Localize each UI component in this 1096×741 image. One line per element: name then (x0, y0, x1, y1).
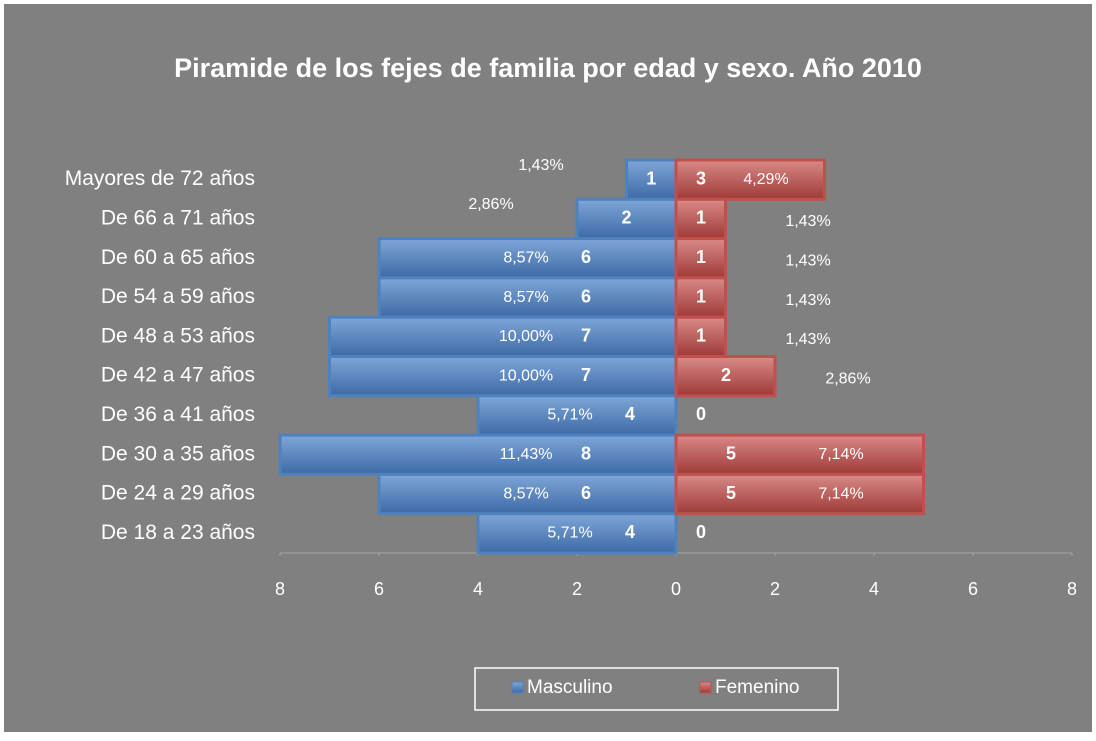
data-label: 0 (696, 404, 706, 424)
legend-marker (511, 681, 524, 694)
bar (674, 433, 925, 476)
percent-label: 5,71% (547, 407, 592, 424)
bar (674, 158, 826, 201)
chart-title: Piramide de los fejes de familia por eda… (174, 53, 922, 83)
percent-label: 8,57% (503, 485, 548, 502)
percent-label: 10,00% (499, 328, 553, 345)
bar (476, 512, 678, 555)
percent-label: 7,14% (818, 446, 863, 463)
x-tick-label: 2 (770, 579, 780, 599)
bar (377, 276, 678, 319)
y-tick-label: De 48 a 53 años (101, 324, 255, 347)
x-tick-label: 2 (572, 579, 582, 599)
x-tick-label: 4 (473, 579, 483, 599)
y-tick-label: De 60 a 65 años (101, 246, 255, 269)
data-label: 5 (726, 483, 736, 503)
y-tick-label: De 24 a 29 años (101, 482, 255, 505)
bar (674, 276, 727, 319)
bar (674, 355, 777, 398)
y-tick-label: De 42 a 47 años (101, 364, 255, 387)
y-tick-label: De 18 a 23 años (101, 521, 255, 544)
percent-label: 7,14% (818, 485, 863, 502)
bar (674, 472, 925, 516)
bar (377, 472, 678, 516)
bar (625, 158, 678, 201)
bar (674, 197, 727, 241)
data-label: 3 (696, 168, 706, 188)
data-label: 0 (696, 522, 706, 542)
y-tick-label: Mayores de 72 años (65, 167, 255, 190)
y-tick-label: De 66 a 71 años (101, 206, 255, 229)
data-label: 5 (726, 444, 736, 464)
percent-label: 1,43% (518, 157, 563, 174)
data-label: 4 (625, 522, 635, 542)
data-label: 2 (721, 365, 731, 385)
percent-label: 11,43% (499, 446, 552, 463)
data-label: 7 (581, 326, 591, 346)
percent-label: 2,86% (825, 370, 870, 387)
percent-label: 5,71% (547, 525, 592, 542)
data-label: 1 (696, 326, 706, 346)
y-tick-label: De 30 a 35 años (101, 442, 255, 465)
bar (328, 315, 678, 359)
x-tick-label: 8 (275, 579, 285, 599)
percent-label: 1,43% (785, 292, 830, 309)
percent-label: 1,43% (785, 213, 830, 230)
data-label: 1 (696, 247, 706, 267)
x-tick-label: 0 (671, 579, 681, 599)
percent-label: 8,57% (503, 249, 548, 266)
bar (674, 315, 727, 359)
data-label: 1 (646, 168, 656, 188)
percent-label: 8,57% (503, 289, 548, 306)
data-label: 6 (581, 247, 591, 267)
data-label: 4 (625, 404, 635, 424)
x-tick-label: 8 (1067, 579, 1077, 599)
data-label: 1 (696, 208, 706, 228)
percent-label: 4,29% (743, 171, 788, 188)
bar (377, 237, 678, 280)
y-tick-label: De 36 a 41 años (101, 403, 255, 426)
percent-label: 10,00% (499, 367, 553, 384)
data-label: 1 (696, 286, 706, 306)
data-label: 8 (581, 444, 591, 464)
x-tick-label: 6 (374, 579, 384, 599)
data-label: 6 (581, 286, 591, 306)
percent-label: 2,86% (468, 196, 513, 213)
percent-label: 1,43% (785, 252, 830, 269)
legend-label: Femenino (715, 677, 800, 698)
data-label: 6 (581, 483, 591, 503)
percent-label: 1,43% (785, 331, 830, 348)
x-tick-label: 6 (968, 579, 978, 599)
data-label: 2 (621, 208, 631, 228)
bar (278, 433, 678, 476)
x-tick-label: 4 (869, 579, 879, 599)
legend-box (474, 667, 839, 711)
bar (328, 355, 678, 398)
data-label: 7 (581, 365, 591, 385)
y-tick-label: De 54 a 59 años (101, 285, 255, 308)
legend-marker (699, 681, 712, 694)
legend-label: Masculino (527, 677, 613, 698)
